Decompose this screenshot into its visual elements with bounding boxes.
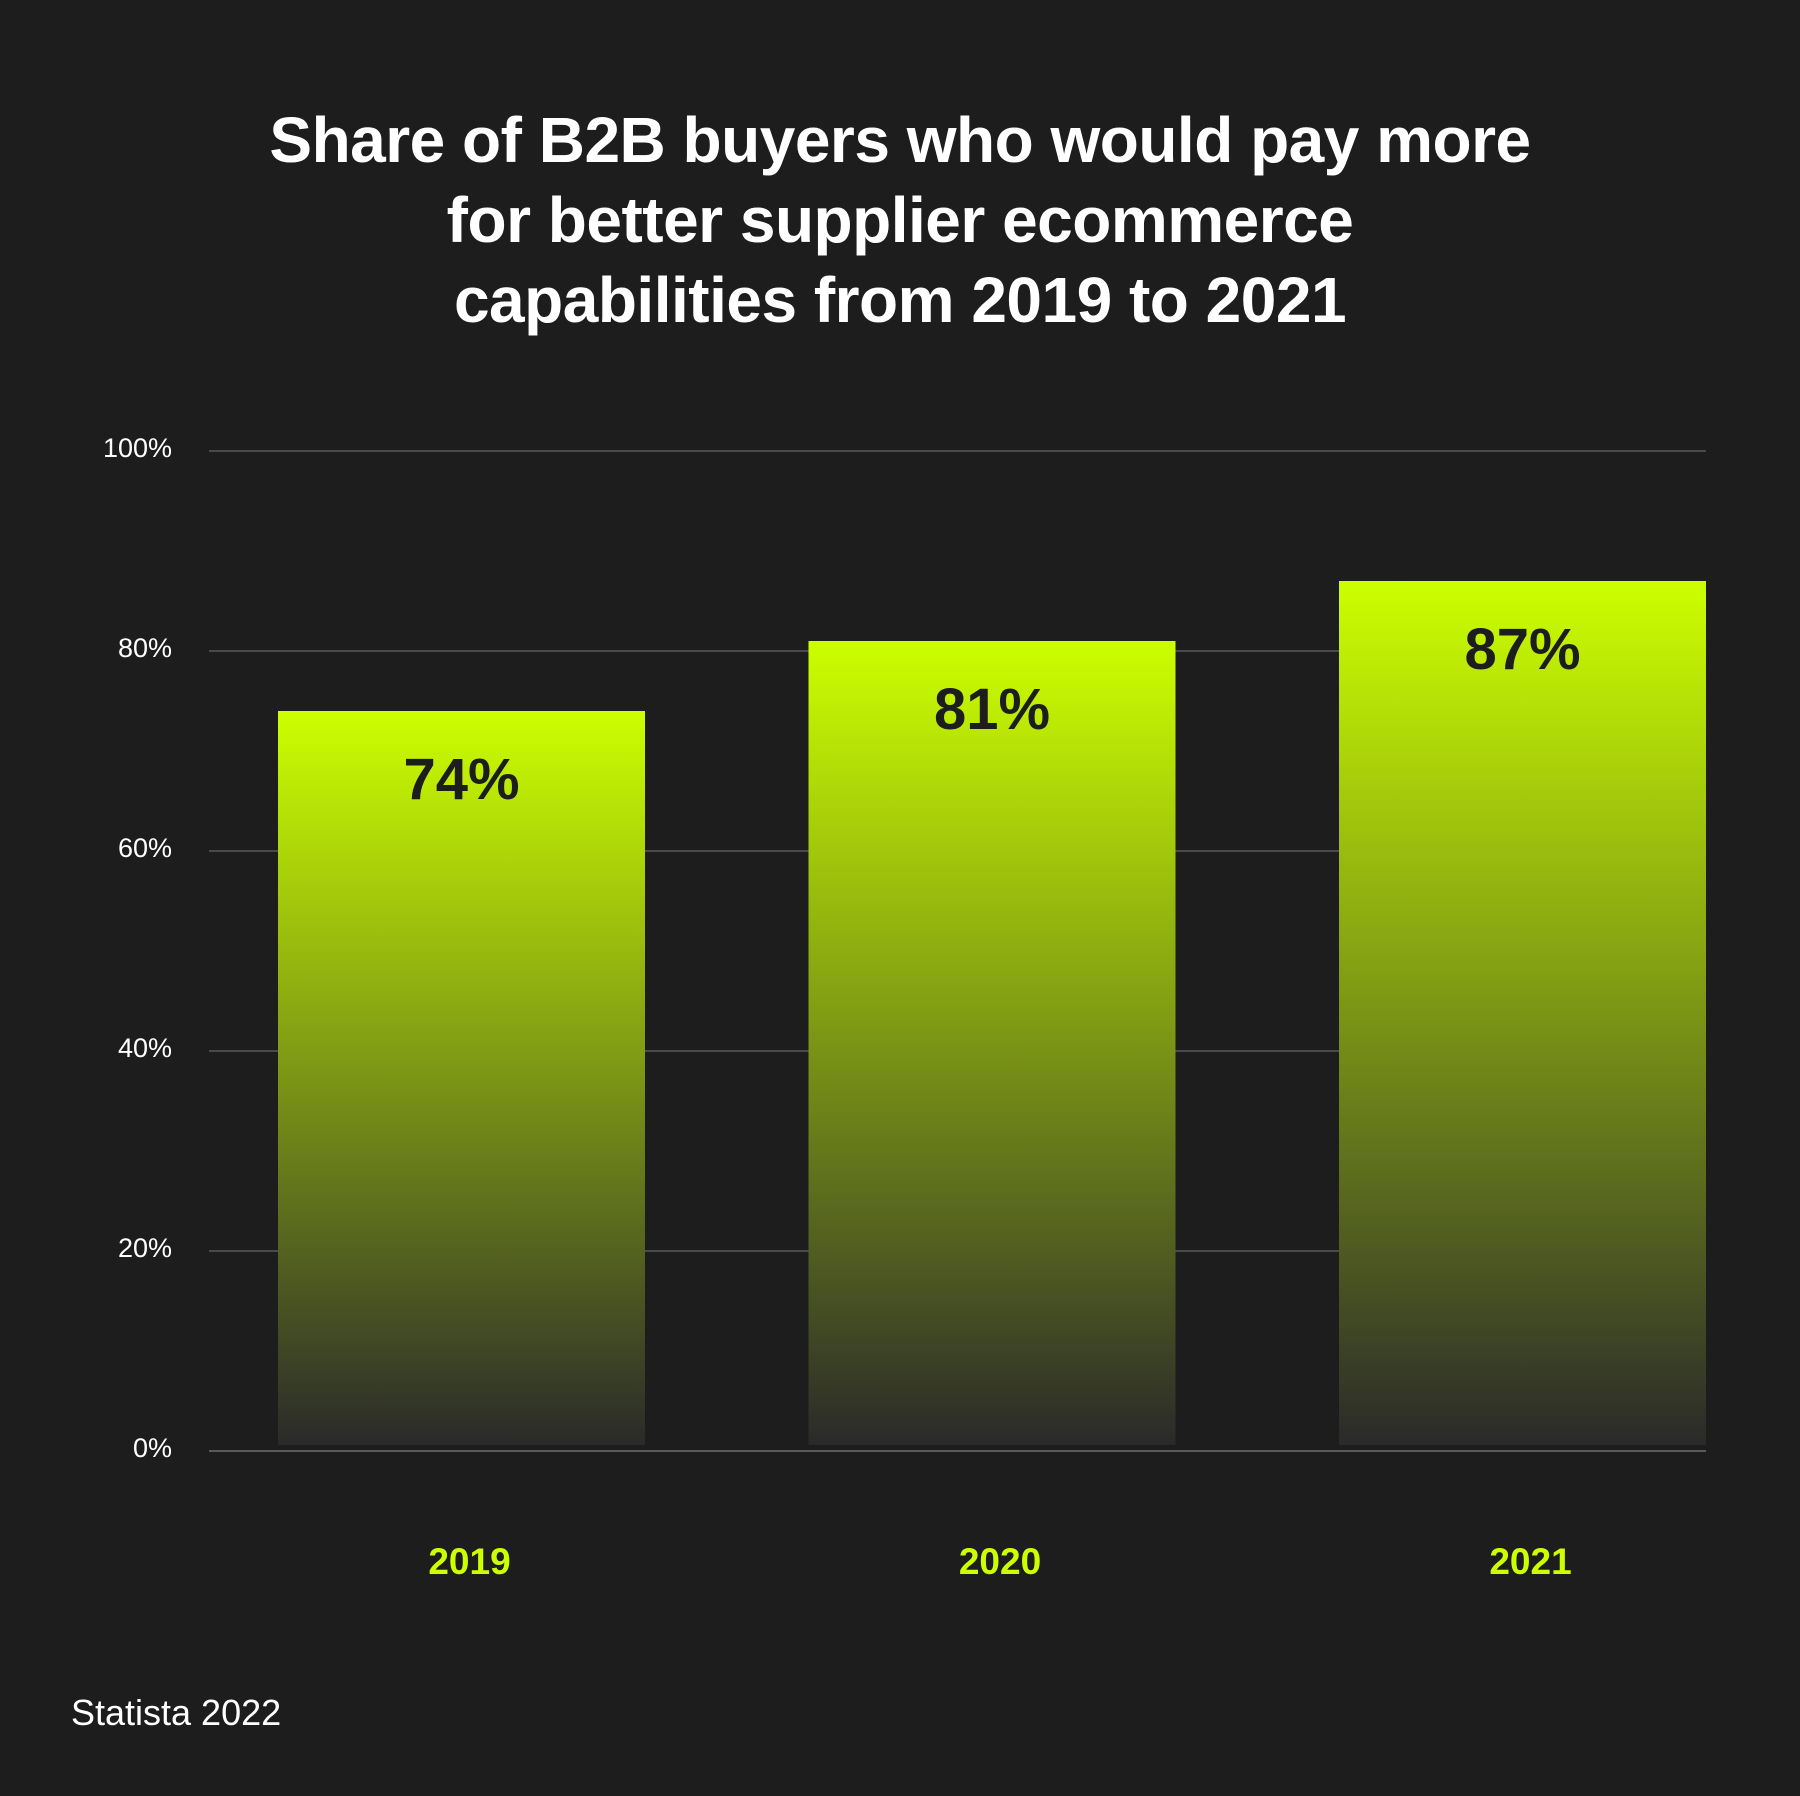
x-tick-label: 2019 — [428, 1541, 510, 1582]
y-tick-label: 60% — [118, 833, 172, 863]
bar — [1339, 581, 1706, 1445]
title-line: capabilities from 2019 to 2021 — [453, 264, 1347, 336]
x-tick-label: 2021 — [1489, 1541, 1571, 1582]
title-line: for better supplier ecommerce — [446, 184, 1354, 256]
y-tick-label: 0% — [133, 1433, 172, 1463]
data-label: 81% — [934, 677, 1050, 742]
data-label: 74% — [403, 747, 519, 812]
x-tick-label: 2020 — [959, 1541, 1041, 1582]
y-tick-label: 80% — [118, 633, 172, 663]
data-label: 87% — [1464, 617, 1580, 682]
y-tick-label: 100% — [103, 433, 172, 463]
y-tick-label: 20% — [118, 1233, 172, 1263]
bar — [808, 641, 1176, 1445]
y-tick-label: 40% — [118, 1033, 172, 1063]
chart-title: Share of B2B buyers who would pay more f… — [0, 100, 1800, 340]
source-note: Statista 2022 — [71, 1692, 282, 1733]
title-line: Share of B2B buyers who would pay more — [269, 104, 1531, 176]
bar — [278, 711, 645, 1445]
